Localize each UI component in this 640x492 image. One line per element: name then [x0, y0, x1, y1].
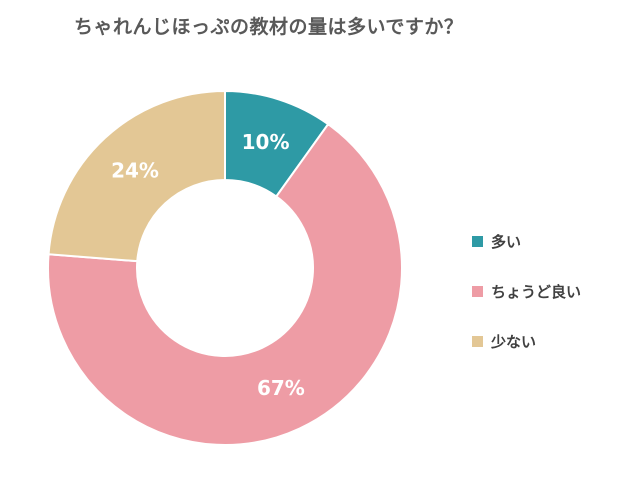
legend-item-many: 多い [472, 228, 581, 254]
chart-title: ちゃれんじほっぷの教材の量は多いですか？ [74, 16, 464, 38]
legend-item-just-right: ちょうど良い [472, 278, 581, 304]
slice-percent-label: 67% [257, 376, 305, 400]
legend-label: 少ない [491, 332, 537, 351]
slice-labels: 10% 67% 24% [111, 130, 305, 400]
slice-percent-label: 10% [242, 130, 290, 154]
donut-slice [47, 89, 226, 263]
legend-label: 多い [491, 232, 522, 251]
donut-slices [47, 89, 403, 446]
legend-label: ちょうど良い [491, 282, 582, 301]
legend-swatch-icon [472, 335, 483, 347]
legend-swatch-icon [472, 285, 483, 297]
donut-slice [47, 122, 403, 446]
legend: 多い ちょうど良い 少ない [472, 228, 581, 378]
legend-item-few: 少ない [472, 328, 581, 354]
slice-percent-label: 24% [111, 159, 159, 183]
legend-swatch-icon [472, 235, 483, 247]
